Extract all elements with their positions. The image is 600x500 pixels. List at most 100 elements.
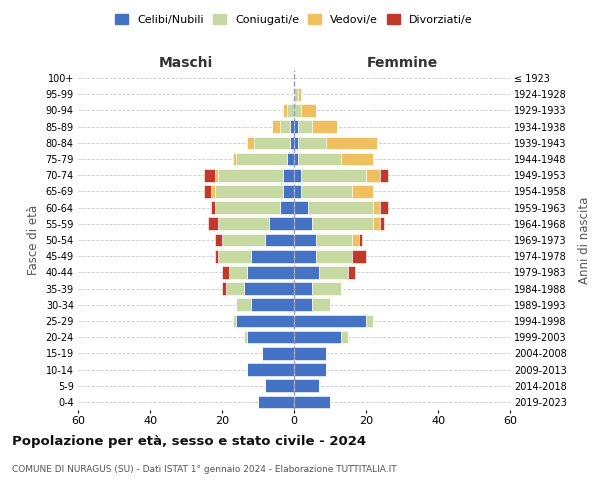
- Bar: [316, 234, 352, 246]
- Bar: [294, 266, 319, 278]
- Bar: [244, 331, 247, 344]
- Bar: [312, 282, 341, 295]
- Bar: [290, 136, 294, 149]
- Bar: [254, 136, 290, 149]
- Bar: [236, 314, 294, 328]
- Bar: [352, 250, 366, 262]
- Bar: [247, 136, 254, 149]
- Bar: [312, 298, 330, 311]
- Text: Maschi: Maschi: [159, 56, 213, 70]
- Bar: [211, 202, 215, 214]
- Bar: [366, 169, 380, 181]
- Bar: [294, 152, 298, 166]
- Bar: [229, 266, 247, 278]
- Bar: [265, 234, 294, 246]
- Bar: [262, 347, 294, 360]
- Bar: [373, 218, 380, 230]
- Bar: [247, 266, 294, 278]
- Bar: [301, 104, 316, 117]
- Bar: [280, 120, 290, 133]
- Bar: [366, 314, 373, 328]
- Bar: [294, 169, 301, 181]
- Bar: [294, 218, 312, 230]
- Bar: [218, 218, 269, 230]
- Bar: [359, 234, 362, 246]
- Bar: [380, 218, 384, 230]
- Bar: [298, 152, 341, 166]
- Bar: [294, 347, 326, 360]
- Bar: [294, 234, 316, 246]
- Bar: [218, 169, 283, 181]
- Bar: [294, 88, 298, 101]
- Bar: [211, 185, 215, 198]
- Bar: [222, 282, 226, 295]
- Bar: [215, 169, 218, 181]
- Bar: [294, 331, 341, 344]
- Bar: [294, 282, 312, 295]
- Bar: [294, 104, 301, 117]
- Bar: [373, 202, 380, 214]
- Bar: [352, 185, 373, 198]
- Text: COMUNE DI NURAGUS (SU) - Dati ISTAT 1° gennaio 2024 - Elaborazione TUTTITALIA.IT: COMUNE DI NURAGUS (SU) - Dati ISTAT 1° g…: [12, 465, 397, 474]
- Bar: [215, 250, 218, 262]
- Bar: [215, 234, 222, 246]
- Bar: [258, 396, 294, 408]
- Bar: [294, 136, 298, 149]
- Bar: [290, 120, 294, 133]
- Bar: [341, 152, 373, 166]
- Bar: [316, 250, 352, 262]
- Bar: [283, 169, 294, 181]
- Y-axis label: Fasce di età: Fasce di età: [27, 205, 40, 275]
- Y-axis label: Anni di nascita: Anni di nascita: [578, 196, 591, 284]
- Bar: [283, 104, 287, 117]
- Bar: [269, 218, 294, 230]
- Bar: [352, 234, 359, 246]
- Bar: [287, 152, 294, 166]
- Text: Popolazione per età, sesso e stato civile - 2024: Popolazione per età, sesso e stato civil…: [12, 435, 366, 448]
- Bar: [301, 169, 366, 181]
- Bar: [294, 363, 326, 376]
- Legend: Celibi/Nubili, Coniugati/e, Vedovi/e, Divorziati/e: Celibi/Nubili, Coniugati/e, Vedovi/e, Di…: [115, 14, 473, 25]
- Bar: [294, 298, 312, 311]
- Bar: [265, 380, 294, 392]
- Bar: [294, 120, 298, 133]
- Bar: [348, 266, 355, 278]
- Bar: [294, 202, 308, 214]
- Bar: [380, 169, 388, 181]
- Bar: [298, 120, 312, 133]
- Bar: [218, 250, 251, 262]
- Bar: [204, 185, 211, 198]
- Bar: [326, 136, 377, 149]
- Bar: [294, 185, 301, 198]
- Bar: [283, 185, 294, 198]
- Bar: [222, 234, 265, 246]
- Bar: [247, 363, 294, 376]
- Bar: [236, 298, 251, 311]
- Bar: [251, 250, 294, 262]
- Bar: [204, 169, 215, 181]
- Bar: [298, 136, 326, 149]
- Bar: [294, 396, 330, 408]
- Bar: [280, 202, 294, 214]
- Bar: [301, 185, 352, 198]
- Bar: [341, 331, 348, 344]
- Bar: [294, 380, 319, 392]
- Bar: [215, 185, 283, 198]
- Bar: [247, 331, 294, 344]
- Bar: [233, 314, 236, 328]
- Bar: [319, 266, 348, 278]
- Bar: [244, 282, 294, 295]
- Bar: [236, 152, 287, 166]
- Bar: [222, 266, 229, 278]
- Bar: [287, 104, 294, 117]
- Bar: [308, 202, 373, 214]
- Bar: [233, 152, 236, 166]
- Bar: [208, 218, 218, 230]
- Bar: [272, 120, 280, 133]
- Bar: [312, 218, 373, 230]
- Bar: [215, 202, 280, 214]
- Bar: [312, 120, 337, 133]
- Bar: [294, 314, 366, 328]
- Bar: [251, 298, 294, 311]
- Bar: [294, 250, 316, 262]
